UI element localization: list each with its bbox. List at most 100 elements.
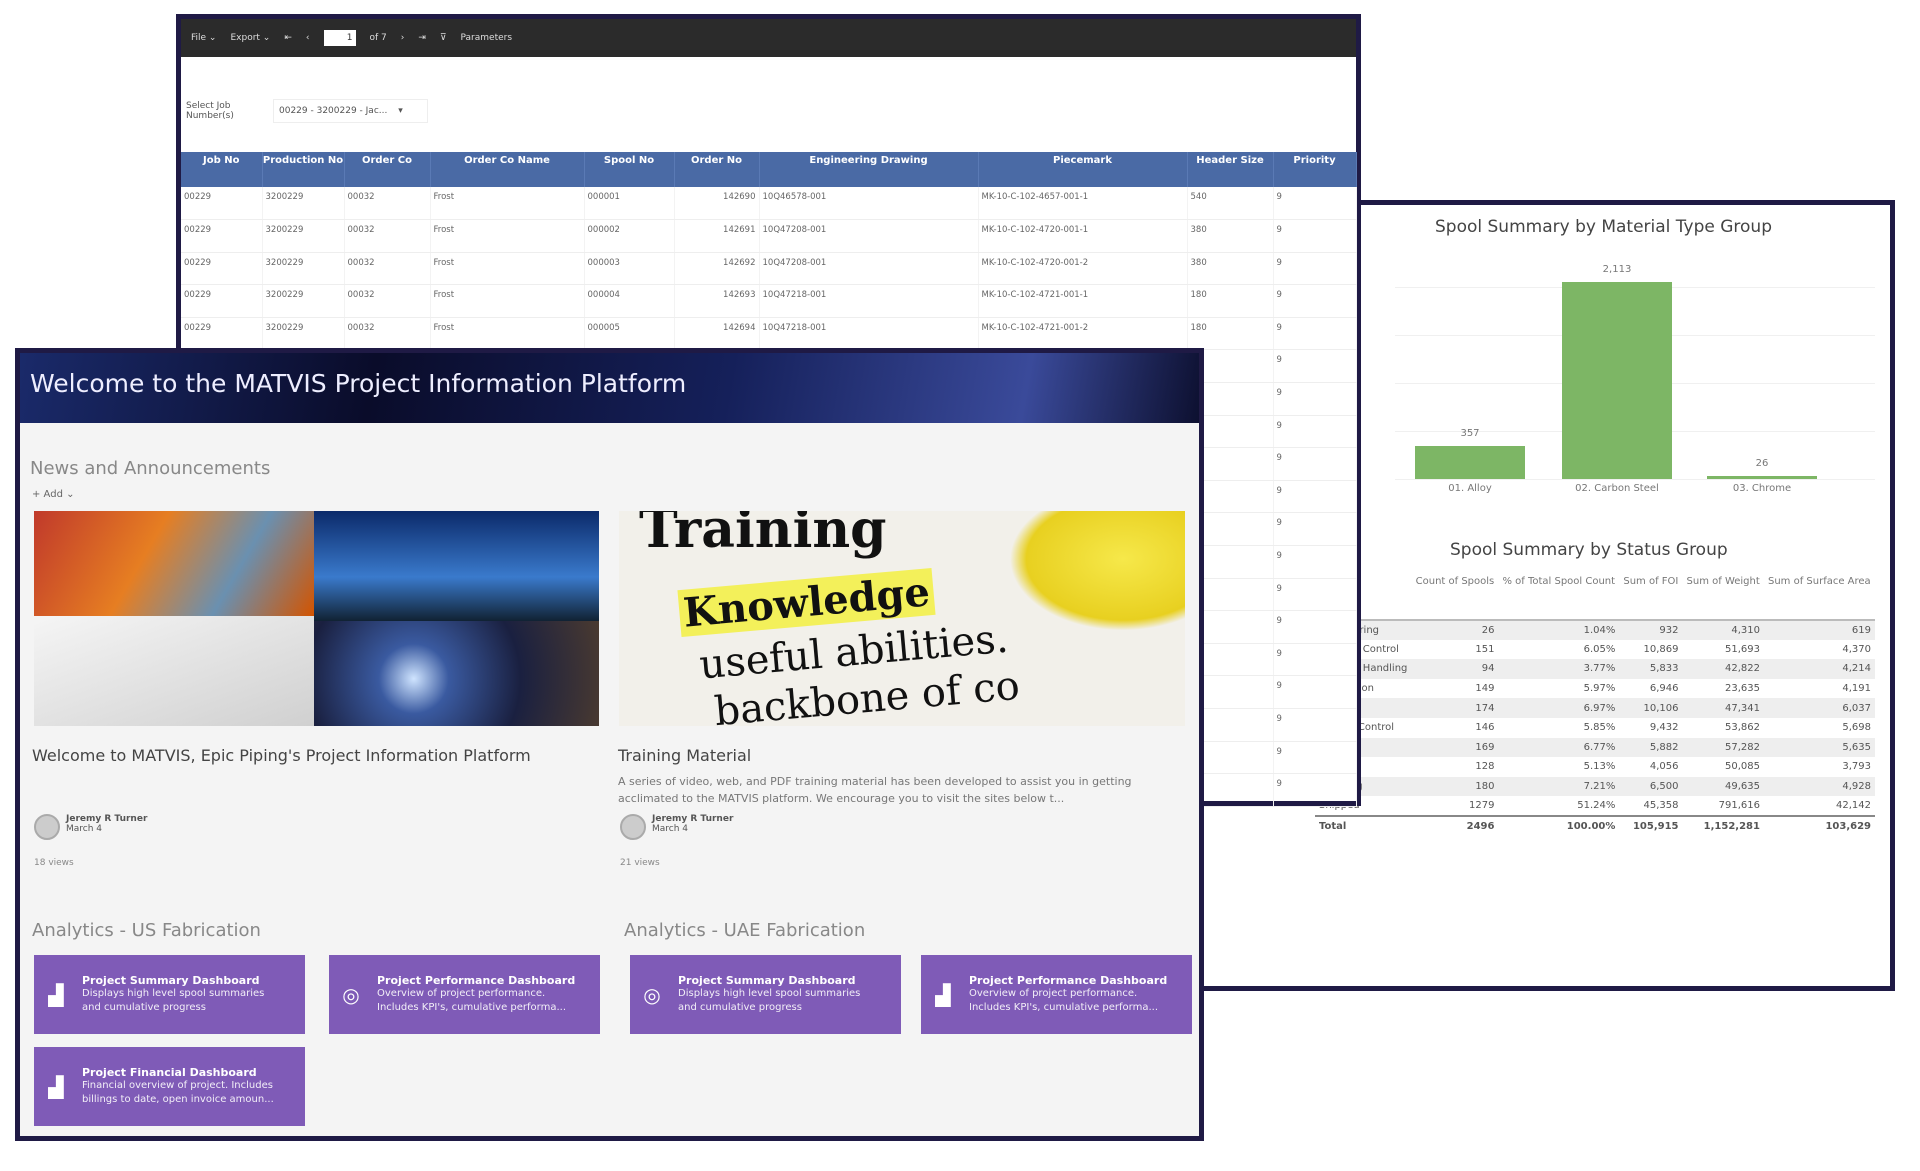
tile-description: Financial overview of project. Includes … — [82, 1080, 274, 1105]
table-cell: 6.97% — [1498, 698, 1620, 718]
table-row: 00229 3200229 00032 Frost 000003 142692 10Q472… — [181, 252, 1357, 286]
column-header[interactable]: Sum of Surface Area — [1763, 574, 1875, 621]
table-cell: 9 — [1273, 480, 1357, 514]
table-cell: 169 — [1411, 737, 1499, 758]
table-cell: 5.85% — [1583, 722, 1616, 734]
page-number-input[interactable]: 1 — [323, 30, 356, 46]
column-header[interactable]: % of Total Spool Count — [1498, 574, 1620, 621]
news-author: Jeremy R Turner March 4 — [620, 814, 733, 840]
table-cell: 9 — [1273, 643, 1357, 677]
tile-description: Overview of project performance. Include… — [969, 988, 1159, 1013]
table-cell: 00032 — [344, 187, 431, 221]
news-image-training[interactable]: Training Knowledge useful abilities. bac… — [619, 511, 1185, 726]
report-toolbar: File ⌄ Export ⌄ ⇤ ‹ 1 of 7 › ⇥ ⊽ Paramet… — [181, 19, 1356, 57]
table-cell: 000003 — [584, 252, 675, 286]
column-header[interactable]: Spool No — [584, 152, 675, 187]
total-cell: Total — [1315, 814, 1412, 836]
table-cell: 9 — [1273, 512, 1357, 547]
column-header[interactable]: Engineering Drawing — [759, 152, 979, 187]
last-page-icon[interactable]: ⇥ — [418, 33, 426, 43]
view-count: 18 views — [34, 858, 74, 868]
avatar — [34, 814, 60, 840]
first-page-icon[interactable]: ⇤ — [284, 33, 292, 43]
news-title[interactable]: Training Material — [618, 746, 752, 765]
material-chart-title: Spool Summary by Material Type Group — [1435, 217, 1772, 237]
table-cell: 9 — [1273, 447, 1357, 481]
tile-description: Displays high level spool summaries and … — [82, 988, 265, 1013]
gauge-icon: ◎ — [643, 982, 661, 1007]
table-cell: 10,869 — [1643, 643, 1679, 655]
bar-2[interactable] — [1707, 476, 1817, 479]
column-header[interactable]: Order Co Name — [430, 152, 585, 187]
bar-value-label: 2,113 — [1602, 264, 1632, 276]
table-cell: 6,500 — [1619, 776, 1683, 797]
column-header[interactable]: Priority — [1273, 152, 1357, 187]
next-page-icon[interactable]: › — [400, 33, 405, 43]
total-row: Total 2496 100.00% 105,915 1,152,281 103,629 — [1315, 814, 1875, 836]
news-image-welcome[interactable] — [34, 511, 599, 726]
bar-1[interactable] — [1562, 282, 1672, 479]
column-header[interactable]: Job No — [181, 152, 263, 187]
select-job-label: Select Job Number(s) — [186, 101, 234, 121]
table-cell: 151 — [1475, 643, 1495, 655]
post-date: March 4 — [66, 824, 103, 834]
table-cell: 174 — [1411, 698, 1499, 718]
dashboard-tile[interactable]: ▟ Project Performance Dashboard Overview o… — [921, 955, 1192, 1034]
total-cell: 2496 — [1411, 814, 1499, 836]
file-menu[interactable]: File ⌄ — [191, 33, 217, 43]
dashboard-tile[interactable]: ▟ Project Financial Dashboard Financial ov… — [34, 1047, 305, 1126]
uae-analytics-heading: Analytics - UAE Fabrication — [624, 920, 866, 941]
table-cell: 42,142 — [1836, 800, 1871, 812]
table-cell: 000004 — [584, 284, 675, 318]
tile-description: Overview of project performance. Include… — [377, 988, 567, 1013]
table-cell: 10Q47218-001 — [759, 284, 979, 318]
table-cell: 142692 — [674, 252, 760, 286]
column-header[interactable]: Count of Spools — [1411, 574, 1499, 621]
news-title[interactable]: Welcome to MATVIS, Epic Piping's Project… — [32, 746, 531, 765]
table-cell: 4,191 — [1842, 683, 1871, 695]
table-cell: 45,358 — [1643, 800, 1679, 812]
column-header[interactable]: Sum of FOI — [1619, 574, 1683, 621]
column-header[interactable]: Production No — [262, 152, 345, 187]
training-image-text: Training — [639, 511, 887, 560]
filter-icon[interactable]: ⊽ — [439, 33, 447, 43]
dashboard-tile[interactable]: ◎ Project Summary Dashboard Displays high … — [630, 955, 901, 1034]
table-row: 128 5.13% 4,056 50,085 3,793 — [1315, 757, 1875, 777]
table-cell: 380 — [1187, 219, 1274, 253]
job-number-dropdown[interactable]: 00229 - 3200229 - Jac... ▾ — [273, 99, 428, 123]
table-cell: 3200229 — [262, 317, 345, 351]
column-header[interactable]: Order Co — [344, 152, 431, 187]
bar-0[interactable] — [1415, 445, 1525, 479]
table-cell: MK-10-C-102-4720-001-2 — [978, 252, 1188, 286]
add-news-button[interactable]: + Add ⌄ — [32, 489, 75, 500]
tile-title: Project Summary Dashboard — [82, 974, 260, 987]
table-row: 00229 3200229 00032 Frost 000001 142690 10Q465… — [181, 187, 1357, 221]
gridline — [1395, 479, 1875, 480]
table-cell: 128 — [1475, 761, 1495, 773]
total-cell: 1,152,281 — [1682, 814, 1764, 836]
dropdown-arrow-icon: ▾ — [398, 106, 403, 116]
parameters-button[interactable]: Parameters — [460, 33, 513, 43]
table-cell: 3200229 — [262, 219, 345, 253]
chart-icon: ▟ — [48, 982, 64, 1007]
column-header[interactable]: Order No — [674, 152, 760, 187]
table-cell: 3200229 — [262, 284, 345, 318]
column-header[interactable]: Sum of Weight — [1682, 574, 1764, 621]
column-header[interactable]: Header Size — [1187, 152, 1274, 187]
dashboard-tile[interactable]: ◎ Project Performance Dashboard Overview o… — [329, 955, 600, 1034]
table-cell: 9 — [1273, 219, 1357, 253]
table-cell: 9 — [1273, 675, 1357, 709]
tile-description: Displays high level spool summaries and … — [678, 988, 861, 1013]
table-cell: 9 — [1273, 349, 1357, 384]
table-cell: 6.05% — [1583, 643, 1616, 655]
news-description: A series of video, web, and PDF training… — [618, 775, 1132, 805]
dashboard-tile[interactable]: ▟ Project Summary Dashboard Displays high … — [34, 955, 305, 1034]
table-cell: MK-10-C-102-4657-001-1 — [978, 187, 1188, 221]
table-cell: 142694 — [674, 317, 760, 351]
column-header[interactable]: Piecemark — [978, 152, 1188, 187]
table-cell: 791,616 — [1718, 800, 1760, 812]
prev-page-icon[interactable]: ‹ — [305, 33, 310, 43]
export-menu[interactable]: Export ⌄ — [230, 33, 271, 43]
